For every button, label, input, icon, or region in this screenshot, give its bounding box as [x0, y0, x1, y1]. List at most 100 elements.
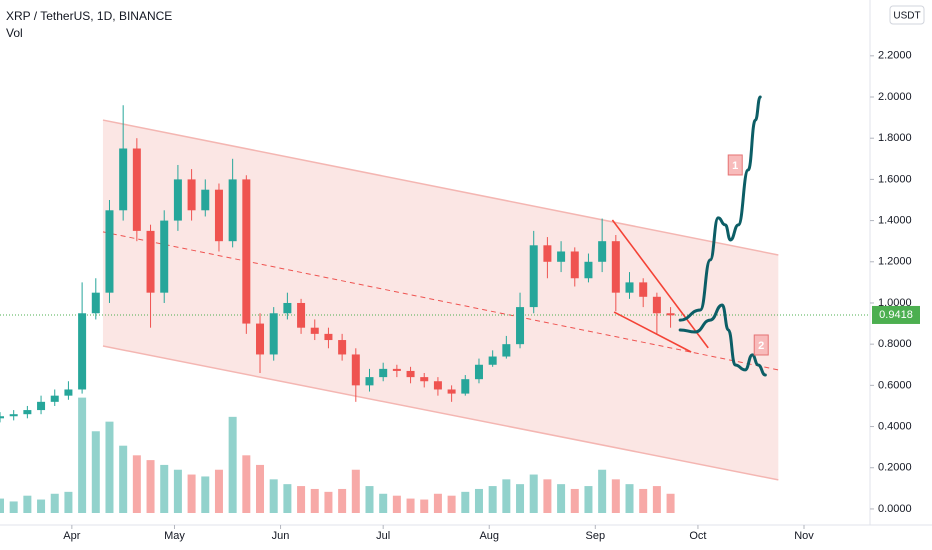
volume-bar	[324, 491, 333, 513]
x-tick-label: Sep	[586, 530, 606, 542]
candle-body	[379, 368, 388, 378]
volume-bar	[570, 488, 579, 513]
volume-bar	[105, 421, 114, 513]
last-price-tag	[872, 305, 920, 324]
candle-body	[516, 307, 525, 345]
volume-bar	[283, 484, 292, 513]
volume-bar	[78, 397, 87, 513]
candle-body	[406, 370, 415, 378]
candle-body	[351, 354, 360, 386]
candle-body	[611, 241, 620, 293]
candle-body	[283, 302, 292, 314]
candle-body	[50, 395, 59, 402]
channel-top	[102, 119, 779, 256]
candle-body	[132, 148, 141, 231]
candle-body	[23, 410, 32, 415]
annotation-label: 2	[758, 340, 764, 352]
candle-body	[365, 377, 374, 386]
volume-bar	[310, 488, 319, 513]
projection-path	[678, 95, 762, 322]
candle-body	[598, 241, 607, 262]
x-tick-label: May	[164, 530, 185, 542]
volume-bar	[119, 445, 128, 513]
volume-bar	[365, 486, 374, 513]
candle-body	[447, 389, 456, 394]
projection-path	[678, 303, 767, 377]
volume-bar	[516, 484, 525, 513]
volume-bar	[23, 495, 32, 513]
x-tick-label: Jun	[272, 530, 290, 542]
candle-body	[433, 381, 442, 390]
y-tick-label: 1.6000	[878, 173, 912, 185]
y-tick-label: 0.0000	[878, 503, 912, 515]
volume-bar	[160, 464, 169, 513]
candle-body	[652, 296, 661, 314]
currency-label[interactable]: USDT	[893, 11, 920, 22]
volume-bar	[488, 486, 497, 513]
candle-body	[570, 251, 579, 279]
x-tick-label: Nov	[794, 530, 814, 542]
y-tick-label: 0.8000	[878, 338, 912, 350]
volume-bar	[666, 493, 675, 513]
channel-bottom	[102, 345, 779, 481]
wedge-lower	[613, 311, 692, 353]
volume-bar	[0, 498, 4, 513]
volume-bar	[474, 488, 483, 513]
volume-bar	[214, 469, 223, 513]
y-tick-label: 0.4000	[878, 420, 912, 432]
candle-body	[105, 210, 114, 293]
volume-bar	[50, 493, 59, 513]
candle-body	[119, 148, 128, 211]
volume-bar	[228, 416, 237, 513]
candle-body	[639, 282, 648, 297]
volume-bar	[584, 486, 593, 513]
volume-bar	[132, 455, 141, 513]
channel-fill	[102, 120, 779, 480]
currency-button[interactable]	[889, 5, 925, 25]
candle-body	[0, 416, 4, 419]
y-tick-label: 2.0000	[878, 91, 912, 103]
volume-bar	[338, 488, 347, 513]
y-tick-label: 1.0000	[878, 297, 912, 309]
candle-body	[146, 230, 155, 293]
x-tick-label: Oct	[689, 530, 706, 542]
volume-bar	[351, 469, 360, 513]
x-tick-label: Apr	[63, 530, 80, 542]
volume-bar	[269, 479, 278, 513]
candle-body	[37, 401, 46, 411]
candle-body	[78, 313, 87, 390]
y-tick-label: 0.2000	[878, 462, 912, 474]
volume-bar	[297, 486, 306, 513]
candle-body	[625, 282, 634, 293]
candle-body	[488, 356, 497, 365]
volume-bar	[379, 493, 388, 513]
volume-bar	[392, 495, 401, 513]
candle-body	[242, 179, 251, 324]
volume-bar	[639, 488, 648, 513]
candle-body	[64, 389, 73, 396]
candle-body	[461, 379, 470, 394]
volume-bar	[461, 491, 470, 513]
candle-body	[269, 313, 278, 355]
volume-bar	[146, 460, 155, 513]
volume-bar	[611, 479, 620, 513]
volume-bar	[64, 491, 73, 513]
y-tick-label: 2.2000	[878, 50, 912, 62]
candle-body	[228, 179, 237, 242]
candle-body	[201, 189, 210, 211]
annotation-box	[753, 334, 769, 356]
volume-bar	[91, 431, 100, 513]
candle-body	[310, 327, 319, 334]
candle-body	[584, 261, 593, 279]
volume-label: Vol	[6, 26, 23, 40]
annotation-box	[727, 154, 743, 176]
channel-mid	[102, 231, 779, 371]
candle-body	[9, 414, 18, 417]
volume-bar	[173, 469, 182, 513]
x-tick-label: Jul	[376, 530, 390, 542]
volume-bar	[433, 493, 442, 513]
candle-body	[529, 245, 538, 308]
candle-body	[91, 292, 100, 314]
candle-body	[214, 189, 223, 242]
